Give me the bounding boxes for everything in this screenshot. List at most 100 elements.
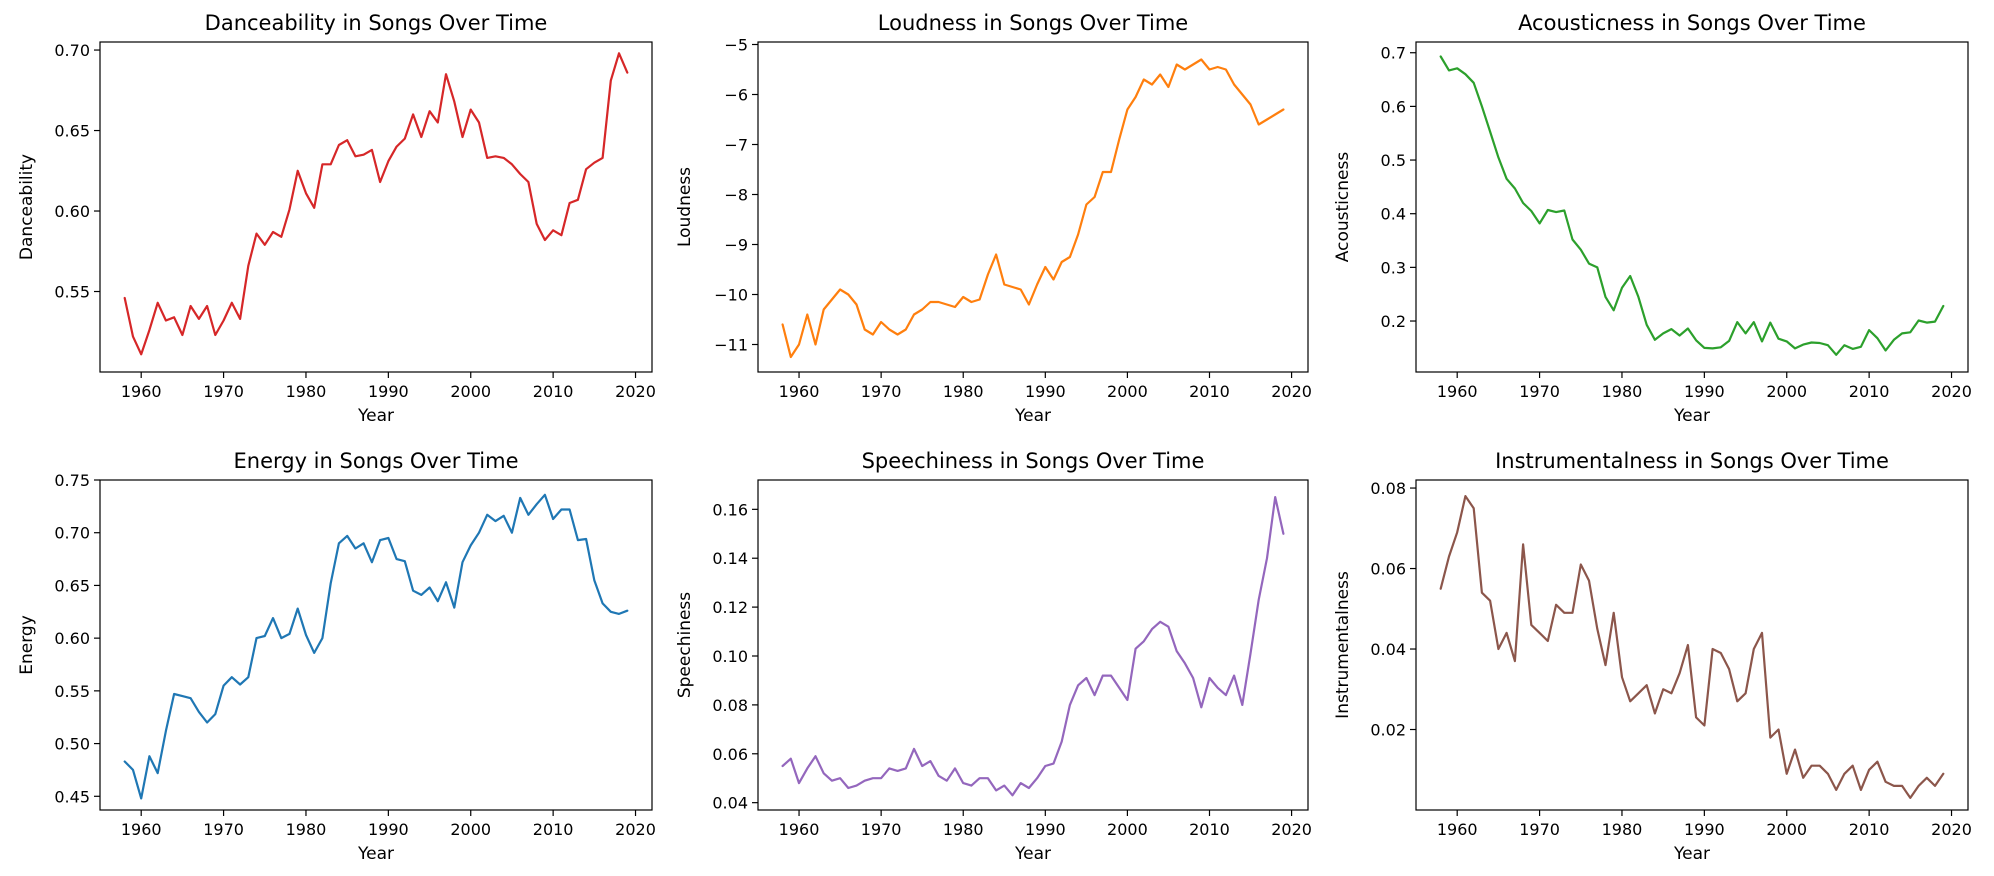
chart-2-series-line-acousticness	[1439, 55, 1945, 356]
danceability-panel: Danceability in Songs Over Time 1960 1970 1…	[17, 11, 656, 426]
chart-3-x-tick-label-1960: 1960	[121, 820, 162, 839]
chart-5-y-tick-label-3: 0.08	[1370, 479, 1406, 498]
chart-0-y-tick-label-1: 0.60	[54, 202, 90, 221]
chart-4-y-tick-label-0: 0.04	[712, 794, 748, 813]
chart-4-x-axis-label: Year	[1014, 844, 1051, 864]
chart-5-x-tick-label-1970: 1970	[1519, 820, 1560, 839]
chart-4-x-tick-label-2010: 2010	[1189, 820, 1230, 839]
chart-5-x-tick-label-1980: 1980	[1602, 820, 1643, 839]
chart-3-x-tick-label-2010: 2010	[533, 820, 574, 839]
chart-4-x-tick-label-1960: 1960	[779, 820, 820, 839]
chart-3-x-tick-label-1990: 1990	[368, 820, 409, 839]
chart-1-y-tick-label-2: −9	[724, 236, 748, 255]
chart-1-y-tick-label-6: −5	[724, 36, 748, 55]
chart-2-x-tick-label-2010: 2010	[1849, 382, 1890, 401]
chart-4-y-tick-label-2: 0.08	[712, 696, 748, 715]
chart-2-y-tick-label-4: 0.6	[1381, 97, 1406, 116]
chart-1-series-line-loudness	[781, 58, 1285, 359]
chart-1-y-tick-label-1: −10	[714, 286, 748, 305]
speechiness-panel: Speechiness in Songs Over Time 1960 1970 19…	[675, 449, 1312, 864]
chart-5-title: Instrumentalness in Songs Over Time	[1495, 449, 1889, 473]
chart-3-y-tick-label-0: 0.45	[54, 787, 90, 806]
chart-2-x-tick-label-1960: 1960	[1437, 382, 1478, 401]
chart-0-plot-frame	[99, 41, 653, 373]
chart-4-x-tick-label-1970: 1970	[861, 820, 902, 839]
loudness-panel: Loudness in Songs Over Time 1960 1970 1980 1…	[675, 11, 1312, 426]
instrumentalness-panel: Instrumentalness in Songs Over Time 1960 1…	[1333, 449, 1972, 864]
chart-0-x-tick-label-1960: 1960	[121, 382, 162, 401]
chart-5-y-tick-label-0: 0.02	[1370, 721, 1406, 740]
chart-1-x-tick-label-1970: 1970	[861, 382, 902, 401]
chart-2-x-tick-label-1980: 1980	[1602, 382, 1643, 401]
chart-2-x-tick-label-1970: 1970	[1519, 382, 1560, 401]
chart-3-y-tick-label-6: 0.75	[54, 471, 90, 490]
chart-3-x-tick-label-2020: 2020	[615, 820, 656, 839]
chart-4-title: Speechiness in Songs Over Time	[862, 449, 1205, 473]
chart-3-y-axis-label: Energy	[17, 615, 37, 675]
chart-5-x-tick-label-2000: 2000	[1766, 820, 1807, 839]
chart-2-y-tick-label-1: 0.3	[1381, 258, 1406, 277]
chart-2-y-tick-label-5: 0.7	[1381, 44, 1406, 63]
chart-1-title: Loudness in Songs Over Time	[878, 11, 1188, 35]
chart-5-plot-frame	[1415, 479, 1969, 811]
chart-4-y-tick-label-6: 0.16	[712, 500, 748, 519]
chart-4-x-tick-label-1990: 1990	[1025, 820, 1066, 839]
chart-4-x-tick-label-2000: 2000	[1107, 820, 1148, 839]
chart-2-title: Acousticness in Songs Over Time	[1518, 11, 1866, 35]
chart-3-plot-frame	[99, 479, 653, 811]
chart-3-y-tick-label-3: 0.60	[54, 629, 90, 648]
chart-0-x-tick-label-2010: 2010	[533, 382, 574, 401]
chart-1-y-axis-label: Loudness	[675, 167, 695, 247]
chart-2-plot-frame	[1415, 41, 1969, 373]
chart-1-x-tick-label-2020: 2020	[1271, 382, 1312, 401]
chart-0-x-tick-label-2000: 2000	[450, 382, 491, 401]
chart-4-series-line-speechiness	[781, 496, 1285, 797]
chart-4-y-tick-label-4: 0.12	[712, 598, 748, 617]
chart-5-series-line-instrumentalness	[1439, 495, 1945, 800]
chart-2-x-axis-label: Year	[1673, 406, 1710, 426]
chart-2-y-axis-label: Acousticness	[1333, 152, 1353, 263]
chart-1-x-axis-label: Year	[1014, 406, 1051, 426]
chart-3-y-tick-label-2: 0.55	[54, 682, 90, 701]
acousticness-panel: Acousticness in Songs Over Time 1960 1970 1…	[1333, 11, 1972, 426]
energy-panel: Energy in Songs Over Time 1960 1970 1980 199…	[17, 449, 656, 864]
chart-3-y-tick-label-4: 0.65	[54, 576, 90, 595]
chart-3-title: Energy in Songs Over Time	[233, 449, 518, 473]
chart-4-y-axis-label: Speechiness	[675, 592, 695, 698]
chart-4-plot-frame	[757, 479, 1309, 811]
chart-1-x-tick-label-1990: 1990	[1025, 382, 1066, 401]
chart-0-x-tick-label-1980: 1980	[286, 382, 327, 401]
chart-5-x-tick-label-2010: 2010	[1849, 820, 1890, 839]
chart-0-series-line-danceability	[123, 52, 629, 356]
chart-0-x-axis-label: Year	[357, 406, 394, 426]
chart-3-x-tick-label-1980: 1980	[286, 820, 327, 839]
chart-3-y-tick-label-5: 0.70	[54, 524, 90, 543]
chart-0-title: Danceability in Songs Over Time	[205, 11, 548, 35]
chart-2-y-tick-label-3: 0.5	[1381, 151, 1406, 170]
chart-1-y-tick-label-5: −6	[724, 86, 748, 105]
chart-2-x-tick-label-1990: 1990	[1684, 382, 1725, 401]
chart-0-y-tick-label-3: 0.70	[54, 41, 90, 60]
chart-5-x-tick-label-1960: 1960	[1437, 820, 1478, 839]
chart-0-x-tick-label-1970: 1970	[203, 382, 244, 401]
chart-2-y-tick-label-2: 0.4	[1381, 205, 1406, 224]
chart-3-x-tick-label-2000: 2000	[450, 820, 491, 839]
chart-4-x-tick-label-1980: 1980	[943, 820, 984, 839]
chart-3-y-tick-label-1: 0.50	[54, 735, 90, 754]
chart-3-x-axis-label: Year	[357, 844, 394, 864]
chart-1-y-tick-label-0: −11	[714, 336, 748, 355]
chart-0-y-tick-label-0: 0.55	[54, 283, 90, 302]
chart-1-y-tick-label-3: −8	[724, 186, 748, 205]
chart-1-x-tick-label-2000: 2000	[1107, 382, 1148, 401]
chart-5-y-axis-label: Instrumentalness	[1333, 571, 1353, 719]
chart-0-y-tick-label-2: 0.65	[54, 122, 90, 141]
chart-1-x-tick-label-2010: 2010	[1189, 382, 1230, 401]
chart-4-x-tick-label-2020: 2020	[1271, 820, 1312, 839]
chart-3-x-tick-label-1970: 1970	[203, 820, 244, 839]
chart-1-x-tick-label-1960: 1960	[779, 382, 820, 401]
chart-2-y-tick-label-0: 0.2	[1381, 312, 1406, 331]
chart-0-x-tick-label-2020: 2020	[615, 382, 656, 401]
chart-5-x-tick-label-2020: 2020	[1931, 820, 1972, 839]
chart-4-y-tick-label-5: 0.14	[712, 549, 748, 568]
